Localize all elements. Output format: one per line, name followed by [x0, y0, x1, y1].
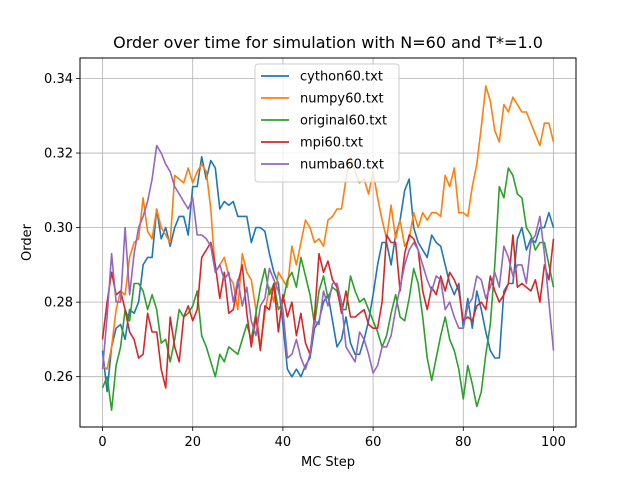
- x-tick-label: 80: [455, 435, 472, 450]
- chart-title: Order over time for simulation with N=60…: [113, 33, 543, 52]
- plot-frame: [79, 57, 577, 428]
- y-axis-label: Order: [20, 223, 35, 261]
- x-tick-label: 100: [541, 435, 566, 450]
- x-tick-label: 60: [365, 435, 382, 450]
- x-tick-label: 0: [98, 435, 106, 450]
- legend-label: cython60.txt: [300, 70, 383, 85]
- y-tick-label: 0.32: [44, 147, 73, 162]
- legend-label: numpy60.txt: [300, 92, 384, 107]
- series-line-mpi60: [101, 234, 555, 389]
- y-tick-label: 0.26: [44, 370, 73, 385]
- y-tick-label: 0.30: [44, 221, 73, 236]
- x-axis-label: MC Step: [301, 455, 355, 470]
- legend-label: original60.txt: [300, 114, 387, 129]
- y-tick-label: 0.34: [44, 72, 73, 87]
- series-line-original60: [101, 167, 555, 412]
- series-lines: [101, 85, 555, 412]
- legend: cython60.txt numpy60.txt original60.txt mpi…: [254, 63, 400, 183]
- x-tick-label: 20: [184, 435, 201, 450]
- legend-label: numba60.txt: [300, 158, 384, 173]
- y-tick-label: 0.28: [44, 296, 73, 311]
- legend-box: [254, 63, 400, 183]
- legend-label: mpi60.txt: [300, 136, 363, 151]
- series-line-numpy60: [101, 85, 555, 371]
- series-line-numba60: [101, 144, 555, 374]
- x-tick-label: 40: [275, 435, 292, 450]
- axis-ticks: 0 20 40 60 80 100 0.26 0.28 0.30 0.32 0.34: [44, 72, 566, 450]
